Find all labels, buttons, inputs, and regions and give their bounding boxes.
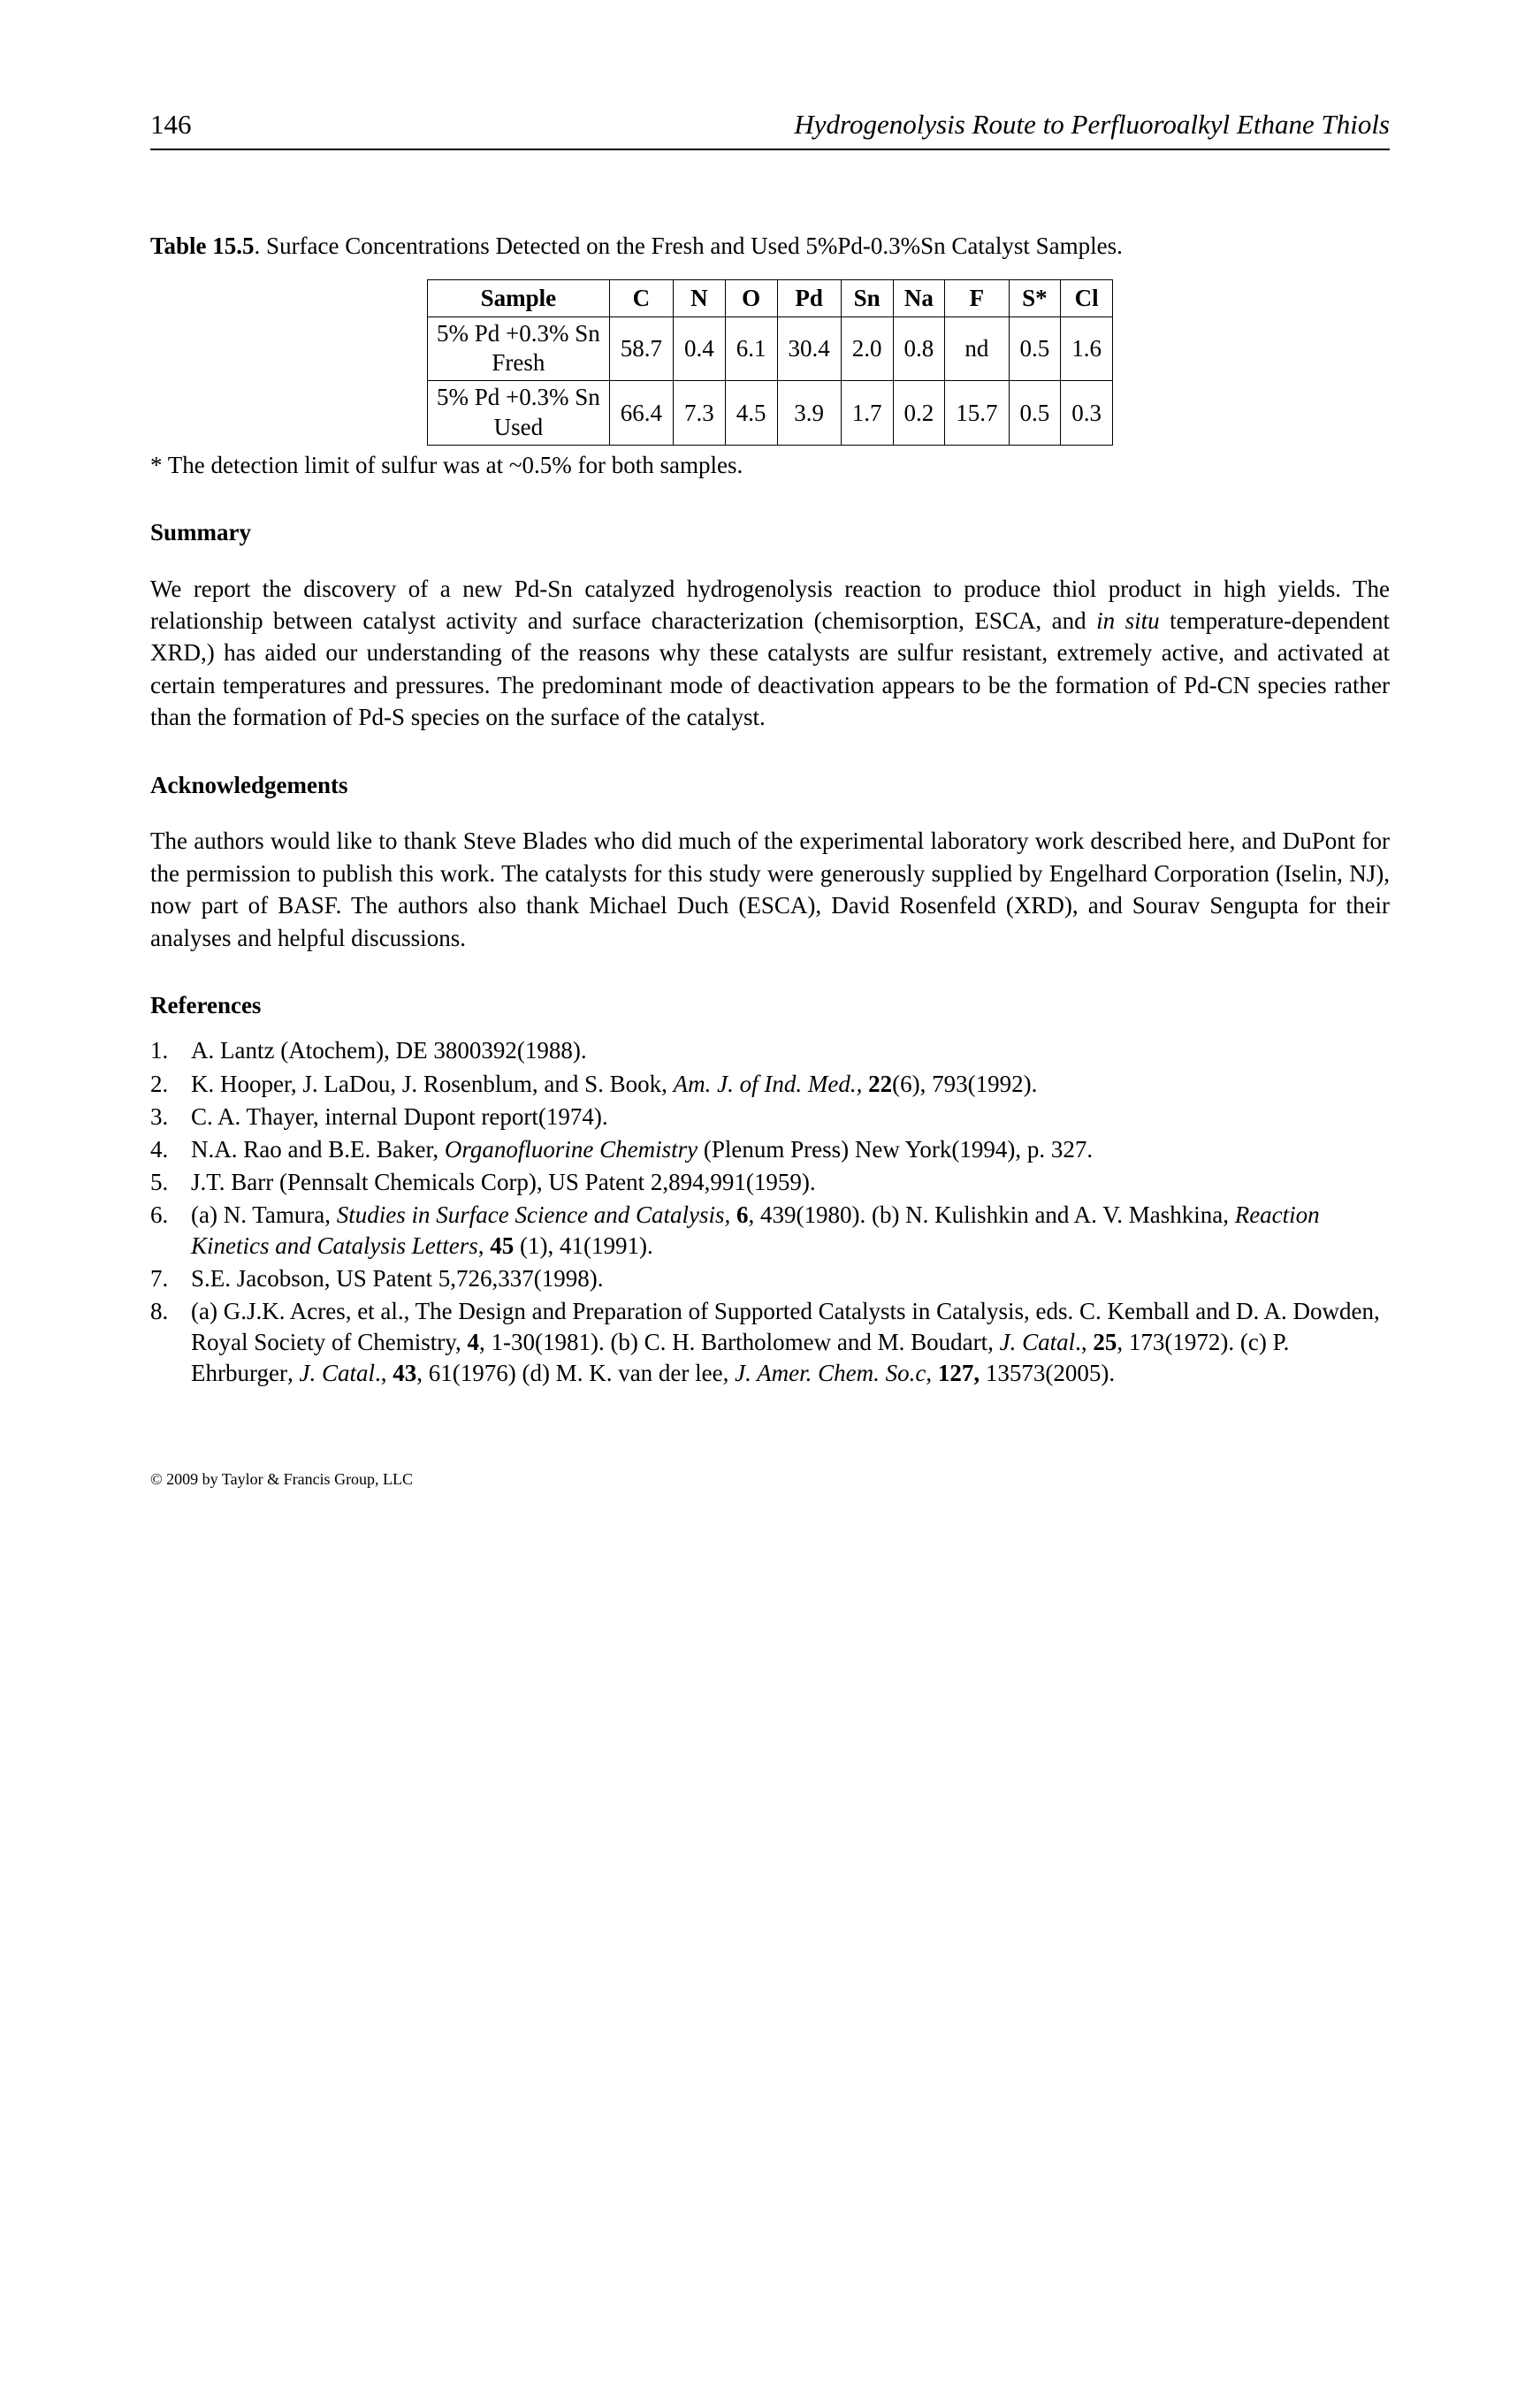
cell: 0.4 — [674, 316, 726, 381]
sample-line2: Used — [494, 414, 544, 440]
ref-text: (a) N. Tamura, Studies in Surface Scienc… — [191, 1200, 1390, 1262]
table-row: 5% Pd +0.3% Sn Fresh 58.7 0.4 6.1 30.4 2… — [428, 316, 1113, 381]
reference-item: 8.(a) G.J.K. Acres, et al., The Design a… — [150, 1296, 1390, 1389]
cell: 6.1 — [725, 316, 777, 381]
table-caption-label: Table 15.5 — [150, 233, 255, 259]
ref-num: 3. — [150, 1102, 191, 1132]
cell: 2.0 — [841, 316, 893, 381]
cell: 0.3 — [1061, 381, 1113, 446]
col-na: Na — [893, 280, 945, 316]
reference-item: 5.J.T. Barr (Pennsalt Chemicals Corp), U… — [150, 1167, 1390, 1198]
table-row: 5% Pd +0.3% Sn Used 66.4 7.3 4.5 3.9 1.7… — [428, 381, 1113, 446]
col-n: N — [674, 280, 726, 316]
cell: 7.3 — [674, 381, 726, 446]
running-title: Hydrogenolysis Route to Perfluoroalkyl E… — [794, 106, 1390, 143]
page-header: 146 Hydrogenolysis Route to Perfluoroalk… — [150, 106, 1390, 150]
reference-item: 1.A. Lantz (Atochem), DE 3800392(1988). — [150, 1035, 1390, 1066]
cell: 1.7 — [841, 381, 893, 446]
ref-text: (a) G.J.K. Acres, et al., The Design and… — [191, 1296, 1390, 1389]
summary-text: We report the discovery of a new Pd-Sn c… — [150, 573, 1390, 734]
cell: 0.8 — [893, 316, 945, 381]
ref-text: N.A. Rao and B.E. Baker, Organofluorine … — [191, 1134, 1390, 1165]
ref-text: C. A. Thayer, internal Dupont report(197… — [191, 1102, 1390, 1132]
cell: 0.5 — [1009, 381, 1061, 446]
col-sample: Sample — [428, 280, 610, 316]
cell: 58.7 — [609, 316, 673, 381]
table-caption-text: . Surface Concentrations Detected on the… — [255, 233, 1123, 259]
cell-sample: 5% Pd +0.3% Sn Used — [428, 381, 610, 446]
reference-item: 7. S.E. Jacobson, US Patent 5,726,337(19… — [150, 1263, 1390, 1294]
ref-text: K. Hooper, J. LaDou, J. Rosenblum, and S… — [191, 1069, 1390, 1100]
references-list: 1.A. Lantz (Atochem), DE 3800392(1988). … — [150, 1035, 1390, 1389]
col-s: S* — [1009, 280, 1061, 316]
ref-num: 5. — [150, 1167, 191, 1198]
col-o: O — [725, 280, 777, 316]
summary-italic: in situ — [1096, 607, 1160, 634]
ack-heading: Acknowledgements — [150, 769, 1390, 801]
sample-line2: Fresh — [492, 349, 545, 376]
sample-line1: 5% Pd +0.3% Sn — [437, 320, 600, 347]
col-f: F — [945, 280, 1009, 316]
reference-item: 4.N.A. Rao and B.E. Baker, Organofluorin… — [150, 1134, 1390, 1165]
cell: 0.2 — [893, 381, 945, 446]
summary-heading: Summary — [150, 516, 1390, 548]
ref-text: J.T. Barr (Pennsalt Chemicals Corp), US … — [191, 1167, 1390, 1198]
col-c: C — [609, 280, 673, 316]
cell: 0.5 — [1009, 316, 1061, 381]
refs-heading: References — [150, 989, 1390, 1021]
ref-num: 1. — [150, 1035, 191, 1066]
reference-item: 6. (a) N. Tamura, Studies in Surface Sci… — [150, 1200, 1390, 1262]
ref-text: S.E. Jacobson, US Patent 5,726,337(1998)… — [191, 1263, 1390, 1294]
col-sn: Sn — [841, 280, 893, 316]
sample-line1: 5% Pd +0.3% Sn — [437, 384, 600, 410]
reference-item: 3.C. A. Thayer, internal Dupont report(1… — [150, 1102, 1390, 1132]
cell: nd — [945, 316, 1009, 381]
cell-sample: 5% Pd +0.3% Sn Fresh — [428, 316, 610, 381]
cell: 15.7 — [945, 381, 1009, 446]
ref-num: 4. — [150, 1134, 191, 1165]
data-table: Sample C N O Pd Sn Na F S* Cl 5% Pd +0.3… — [427, 279, 1113, 445]
reference-item: 2.K. Hooper, J. LaDou, J. Rosenblum, and… — [150, 1069, 1390, 1100]
cell: 4.5 — [725, 381, 777, 446]
ack-text: The authors would like to thank Steve Bl… — [150, 825, 1390, 954]
table-caption: Table 15.5. Surface Concentrations Detec… — [150, 230, 1390, 262]
col-cl: Cl — [1061, 280, 1113, 316]
ref-num: 6. — [150, 1200, 191, 1262]
col-pd: Pd — [777, 280, 841, 316]
table-header-row: Sample C N O Pd Sn Na F S* Cl — [428, 280, 1113, 316]
page-number: 146 — [150, 106, 192, 143]
ref-num: 2. — [150, 1069, 191, 1100]
ref-num: 8. — [150, 1296, 191, 1389]
cell: 3.9 — [777, 381, 841, 446]
copyright-footer: © 2009 by Taylor & Francis Group, LLC — [150, 1468, 1390, 1490]
cell: 30.4 — [777, 316, 841, 381]
cell: 66.4 — [609, 381, 673, 446]
ref-text: A. Lantz (Atochem), DE 3800392(1988). — [191, 1035, 1390, 1066]
ref-num: 7. — [150, 1263, 191, 1294]
cell: 1.6 — [1061, 316, 1113, 381]
table-note: * The detection limit of sulfur was at ~… — [150, 449, 1390, 481]
